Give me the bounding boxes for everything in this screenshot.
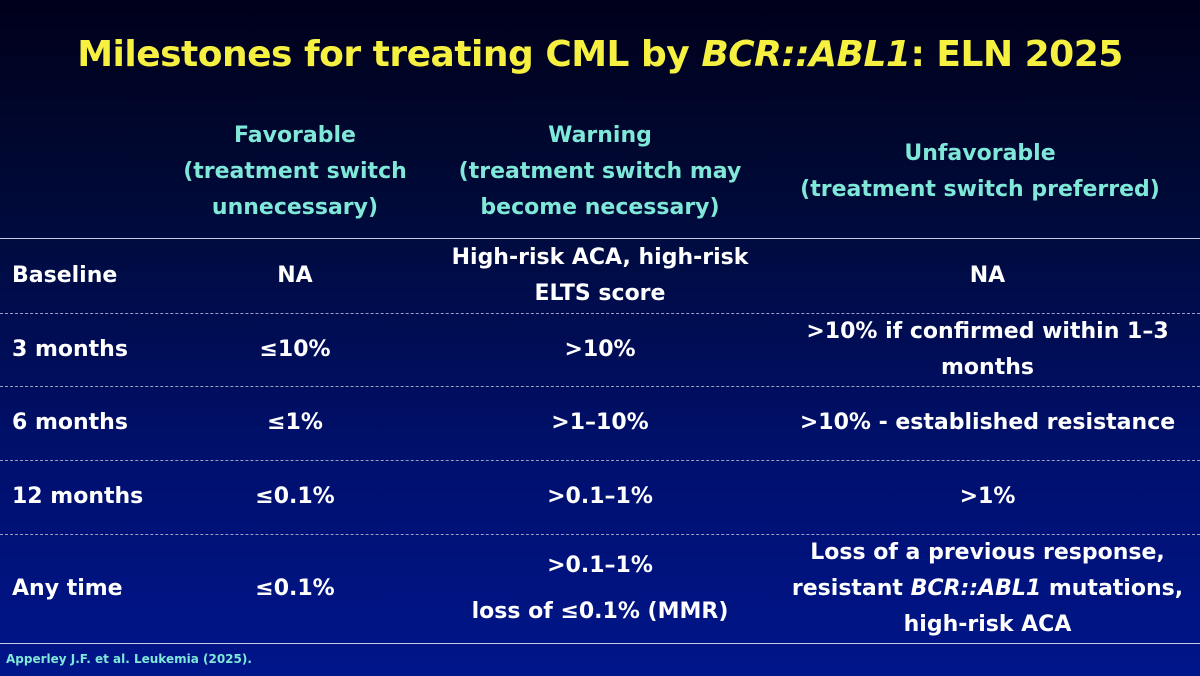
cell-favorable: ≤0.1% xyxy=(255,484,335,509)
table-row-any-time: Any time ≤0.1% >0.1–1% loss of ≤0.1% (MM… xyxy=(0,536,1200,642)
table-row-baseline: Baseline NA High-risk ACA, high-risk ELT… xyxy=(0,240,1200,312)
row-label: 3 months xyxy=(12,337,128,362)
cell-warning: >0.1–1% xyxy=(547,484,653,509)
cell-unfavorable: Loss of a previous response, resistant B… xyxy=(780,536,1195,642)
row-divider xyxy=(0,534,1200,535)
table-bottom-rule xyxy=(0,643,1200,644)
cell-unfavorable: >10% - established resistance xyxy=(799,410,1176,435)
cell-favorable: ≤10% xyxy=(259,337,331,362)
cell-warning: >0.1–1% loss of ≤0.1% (MMR) xyxy=(440,536,760,642)
row-divider xyxy=(0,460,1200,461)
cell-unfavorable: >1% xyxy=(959,484,1016,509)
slide-title: Milestones for treating CML by BCR::ABL1… xyxy=(0,34,1200,75)
cell-warning: >1–10% xyxy=(551,410,649,435)
warning-line-1: >0.1–1% xyxy=(547,553,653,578)
header-warning: Warning (treatment switch may become nec… xyxy=(458,123,742,220)
cell-unfavorable: NA xyxy=(969,263,1006,288)
title-suffix: : ELN 2025 xyxy=(910,34,1123,75)
warning-line-2: loss of ≤0.1% (MMR) xyxy=(471,599,729,624)
row-label: 12 months xyxy=(12,484,144,509)
row-label: Any time xyxy=(12,576,123,601)
cell-unfavorable: >10% if confirmed within 1–3 months xyxy=(806,319,1169,380)
cell-favorable: NA xyxy=(277,263,313,288)
title-prefix: Milestones for treating CML by xyxy=(77,34,702,75)
header-unfavorable: Unfavorable (treatment switch preferred) xyxy=(800,141,1160,202)
table-row-12-months: 12 months ≤0.1% >0.1–1% >1% xyxy=(0,462,1200,532)
row-label: 6 months xyxy=(12,410,128,435)
unfavorable-line-2: resistant BCR::ABL1 mutations, xyxy=(791,576,1184,601)
cell-favorable: ≤1% xyxy=(267,410,323,435)
row-divider xyxy=(0,386,1200,387)
source-citation: Apperley J.F. et al. Leukemia (2025). xyxy=(6,652,252,666)
cell-warning: High-risk ACA, high-risk ELTS score xyxy=(451,245,749,306)
table-row-6-months: 6 months ≤1% >1–10% >10% - established r… xyxy=(0,388,1200,458)
table-top-rule xyxy=(0,238,1200,239)
gene-name: BCR::ABL1 xyxy=(910,576,1042,601)
title-gene-name: BCR::ABL1 xyxy=(701,34,911,75)
cell-favorable: ≤0.1% xyxy=(255,576,335,601)
unfavorable-line-3: high-risk ACA xyxy=(903,612,1072,637)
header-favorable: Favorable (treatment switch unnecessary) xyxy=(183,123,407,220)
table-row-3-months: 3 months ≤10% >10% >10% if confirmed wit… xyxy=(0,314,1200,386)
row-label: Baseline xyxy=(12,263,118,288)
unfavorable-line-1: Loss of a previous response, xyxy=(810,540,1165,565)
row-divider xyxy=(0,313,1200,314)
cell-warning: >10% xyxy=(564,337,636,362)
